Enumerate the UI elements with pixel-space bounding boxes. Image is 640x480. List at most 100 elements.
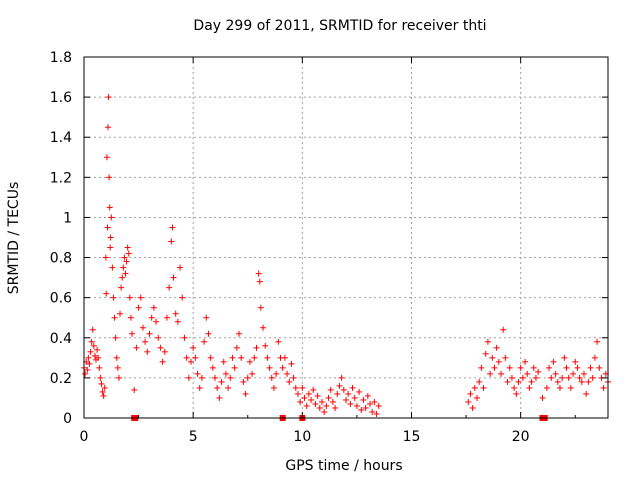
data-point <box>367 400 374 407</box>
data-point <box>129 330 136 337</box>
data-point <box>600 384 607 391</box>
data-point <box>524 370 531 377</box>
data-point <box>94 346 101 353</box>
data-point <box>133 344 140 351</box>
data-point <box>567 384 574 391</box>
data-point <box>120 264 127 271</box>
data-point <box>360 396 367 403</box>
data-point <box>528 378 535 385</box>
data-point <box>100 392 107 399</box>
data-point <box>110 294 117 301</box>
data-point <box>288 360 295 367</box>
data-point <box>513 390 520 397</box>
data-point <box>556 384 563 391</box>
data-point <box>471 384 478 391</box>
data-point <box>329 398 336 405</box>
data-point <box>84 366 91 373</box>
data-point <box>183 354 190 361</box>
data-point <box>98 380 105 387</box>
data-point <box>502 354 509 361</box>
chart-title: Day 299 of 2011, SRMTID for receiver tht… <box>193 18 486 34</box>
data-point <box>548 374 555 381</box>
data-point <box>124 244 131 251</box>
data-point <box>478 364 485 371</box>
data-point <box>146 330 153 337</box>
data-point <box>177 264 184 271</box>
data-point <box>495 358 502 365</box>
data-point <box>314 392 321 399</box>
data-point <box>519 374 526 381</box>
data-point <box>153 318 160 325</box>
data-point <box>119 274 126 281</box>
data-point <box>587 364 594 371</box>
data-point <box>491 364 498 371</box>
data-point <box>139 324 146 331</box>
data-point <box>91 352 98 359</box>
data-point <box>580 370 587 377</box>
data-point <box>508 374 515 381</box>
data-point <box>323 402 330 409</box>
data-point <box>467 390 474 397</box>
data-point <box>142 338 149 345</box>
data-point <box>340 386 347 393</box>
data-point <box>484 338 491 345</box>
data-point <box>336 382 343 389</box>
data-point <box>115 374 122 381</box>
data-point <box>532 374 539 381</box>
x-tick-label: 5 <box>189 429 198 445</box>
data-point <box>207 354 214 361</box>
data-point <box>168 238 175 245</box>
data-point <box>305 390 312 397</box>
data-point <box>222 370 229 377</box>
data-point <box>364 392 371 399</box>
y-tick-label: 1.2 <box>50 170 72 186</box>
data-point <box>104 224 111 231</box>
y-tick-label: 0.8 <box>50 251 72 267</box>
y-tick-label: 0.4 <box>50 331 72 347</box>
data-point <box>563 364 570 371</box>
y-axis-label: SRMTID / TECUs <box>6 182 22 295</box>
data-point <box>236 330 243 337</box>
data-point <box>369 408 376 415</box>
data-point <box>253 344 260 351</box>
y-tick-label: 1.4 <box>50 130 72 146</box>
data-point <box>500 326 507 333</box>
x-tick-label: 0 <box>80 429 89 445</box>
data-point <box>526 384 533 391</box>
data-point <box>95 354 102 361</box>
data-point <box>150 304 157 311</box>
data-point <box>504 378 511 385</box>
data-point <box>161 348 168 355</box>
data-point <box>88 338 95 345</box>
data-point <box>559 374 566 381</box>
data-point <box>257 304 264 311</box>
data-point <box>585 378 592 385</box>
data-point <box>297 398 304 405</box>
data-point <box>351 394 358 401</box>
data-point <box>543 384 550 391</box>
data-point <box>105 124 112 131</box>
data-point <box>203 314 210 321</box>
data-point <box>347 400 354 407</box>
data-point <box>321 408 328 415</box>
data-point <box>310 386 317 393</box>
data-point <box>318 398 325 405</box>
x-tick-label: 20 <box>512 429 530 445</box>
data-point <box>489 354 496 361</box>
data-point <box>111 314 118 321</box>
data-point <box>169 224 176 231</box>
data-point <box>121 254 128 261</box>
data-point <box>214 384 221 391</box>
data-point <box>125 250 132 257</box>
data-point <box>249 370 256 377</box>
data-point <box>262 342 269 349</box>
data-point <box>194 370 201 377</box>
data-point <box>480 384 487 391</box>
data-point <box>106 204 113 211</box>
x-tick-label: 15 <box>403 429 421 445</box>
data-point <box>87 348 94 355</box>
data-point <box>356 388 363 395</box>
data-point <box>373 410 380 417</box>
data-point <box>123 258 130 265</box>
